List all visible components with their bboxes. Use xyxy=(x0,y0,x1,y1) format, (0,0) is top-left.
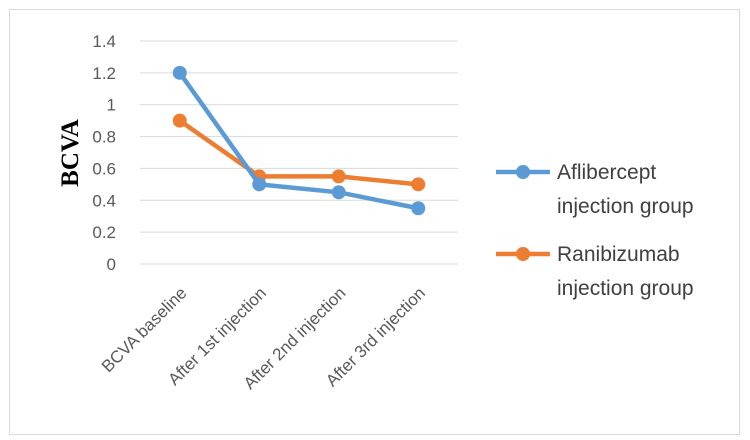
y-tick-label: 1.4 xyxy=(92,32,116,51)
series-lines xyxy=(172,65,426,216)
data-point xyxy=(331,185,346,200)
y-tick-label: 0.2 xyxy=(92,223,116,242)
y-tick-label: 0 xyxy=(107,255,116,274)
legend: Aflibercept injection group Ranibizumab inj… xyxy=(496,161,694,300)
legend-marker xyxy=(516,165,530,179)
gridlines xyxy=(140,40,458,265)
y-axis-ticks: 0 0.2 0.4 0.6 0.8 1 1.2 1.4 xyxy=(92,32,116,274)
legend-marker xyxy=(516,247,530,261)
legend-label: Ranibizumab injection group xyxy=(557,243,694,300)
data-point xyxy=(252,177,267,192)
y-tick-label: 0.8 xyxy=(92,128,116,147)
legend-label: Aflibercept injection group xyxy=(557,161,694,218)
data-point xyxy=(411,201,426,216)
y-tick-label: 1 xyxy=(107,96,116,115)
series-line-1 xyxy=(178,118,419,187)
data-point xyxy=(331,169,346,184)
data-point xyxy=(172,65,187,80)
data-point xyxy=(411,177,426,192)
y-tick-label: 0.6 xyxy=(92,159,116,178)
y-axis-label: BCVA xyxy=(57,119,84,187)
chart-frame xyxy=(9,9,740,435)
y-tick-label: 0.4 xyxy=(92,191,116,210)
y-tick-label: 1.2 xyxy=(92,64,116,83)
data-point xyxy=(172,113,187,128)
series-line-0 xyxy=(177,71,419,211)
